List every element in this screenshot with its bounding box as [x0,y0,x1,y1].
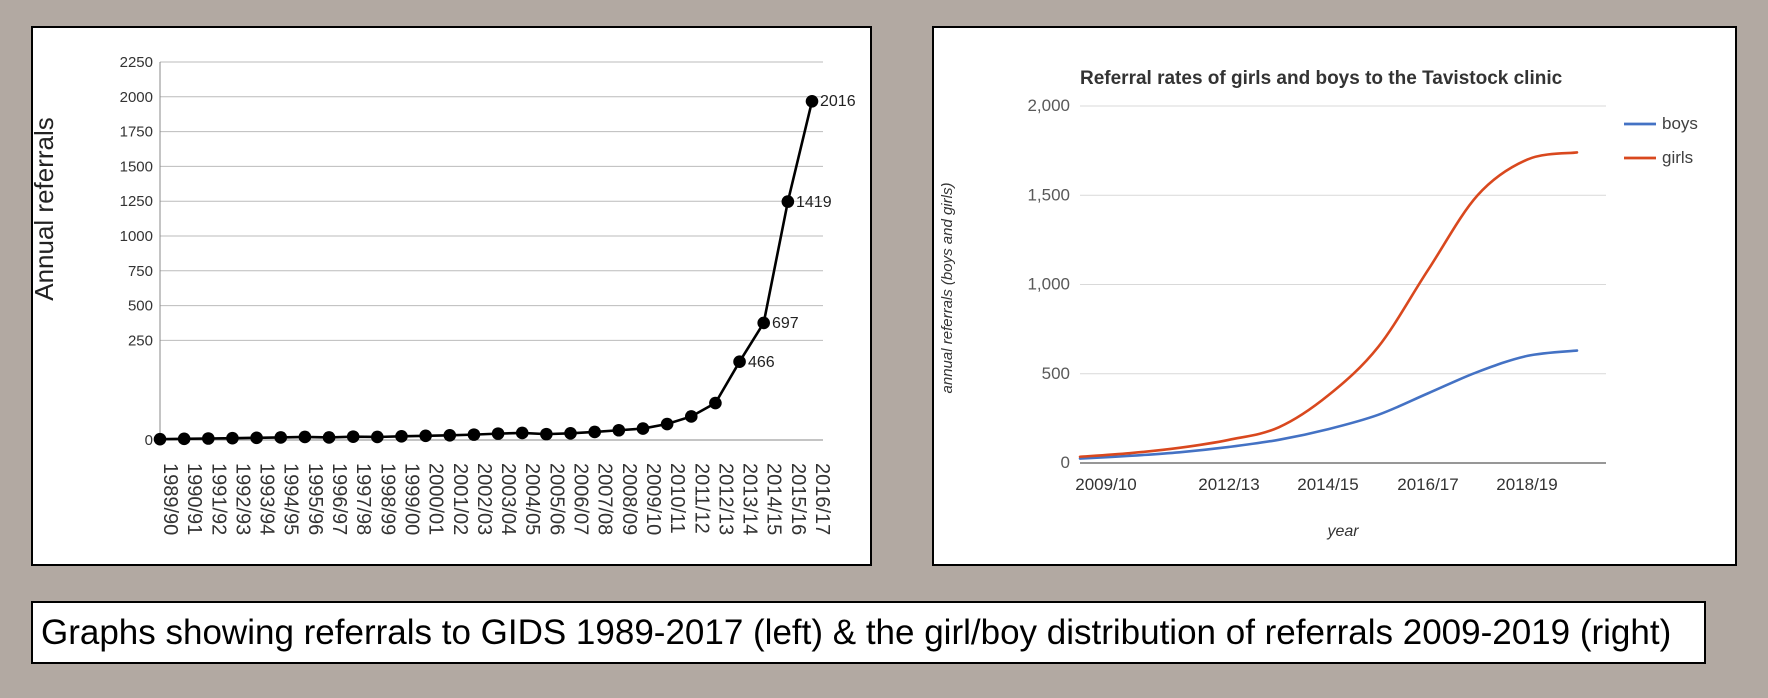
svg-text:1,000: 1,000 [1027,275,1070,294]
svg-text:2012/13: 2012/13 [1198,475,1259,494]
svg-text:0: 0 [145,432,153,449]
svg-text:1994/95: 1994/95 [280,463,302,535]
svg-text:1000: 1000 [120,228,153,245]
svg-text:boys: boys [1662,114,1698,133]
svg-text:2009/10: 2009/10 [1075,475,1136,494]
svg-text:2009/10: 2009/10 [642,463,664,535]
svg-text:2008/09: 2008/09 [618,463,640,535]
svg-text:1,500: 1,500 [1027,185,1070,204]
svg-text:0: 0 [1061,453,1070,472]
svg-text:2010/11: 2010/11 [666,463,688,534]
svg-text:1993/94: 1993/94 [256,463,278,535]
svg-text:2011/12: 2011/12 [690,463,712,534]
svg-text:2001/02: 2001/02 [449,463,471,535]
svg-text:2250: 2250 [120,54,153,71]
svg-text:250: 250 [128,332,153,349]
svg-text:697: 697 [772,315,799,332]
svg-text:2012/13: 2012/13 [714,463,736,535]
svg-text:2016/17: 2016/17 [1397,475,1458,494]
svg-text:2016/17: 2016/17 [811,463,833,535]
svg-text:750: 750 [128,263,153,280]
svg-text:1750: 1750 [120,124,153,141]
svg-text:2000/01: 2000/01 [425,463,447,535]
svg-text:annual referrals (boys and gir: annual referrals (boys and girls) [939,183,956,394]
svg-text:2015/16: 2015/16 [787,463,809,535]
svg-text:1992/93: 1992/93 [231,463,253,535]
svg-text:2000: 2000 [120,89,153,106]
svg-text:year: year [1326,523,1359,540]
svg-text:2016: 2016 [820,93,856,110]
svg-text:2,000: 2,000 [1027,96,1070,115]
svg-text:2003/04: 2003/04 [497,463,519,535]
svg-text:2014/15: 2014/15 [763,463,785,535]
svg-text:2004/05: 2004/05 [521,463,543,535]
svg-text:2007/08: 2007/08 [594,463,616,535]
svg-text:girls: girls [1662,148,1693,167]
svg-text:466: 466 [748,354,775,371]
svg-text:1250: 1250 [120,193,153,210]
svg-text:2005/06: 2005/06 [545,463,567,535]
svg-text:1991/92: 1991/92 [207,463,229,535]
svg-text:1999/00: 1999/00 [401,463,423,535]
svg-text:1419: 1419 [796,194,832,211]
svg-text:Referral rates of girls and bo: Referral rates of girls and boys to the … [1080,68,1563,89]
svg-text:1989/90: 1989/90 [159,463,181,535]
svg-text:Annual referrals: Annual referrals [33,117,59,301]
svg-text:1500: 1500 [120,158,153,175]
svg-text:2013/14: 2013/14 [739,463,761,535]
svg-text:1995/96: 1995/96 [304,463,326,535]
svg-text:1990/91: 1990/91 [183,463,205,535]
svg-text:2014/15: 2014/15 [1297,475,1358,494]
svg-text:500: 500 [128,298,153,315]
svg-text:2002/03: 2002/03 [473,463,495,535]
svg-text:2018/19: 2018/19 [1496,475,1557,494]
svg-text:1998/99: 1998/99 [376,463,398,535]
svg-text:500: 500 [1042,364,1070,383]
svg-text:1997/98: 1997/98 [352,463,374,535]
svg-text:2006/07: 2006/07 [570,463,592,535]
svg-text:1996/97: 1996/97 [328,463,350,535]
